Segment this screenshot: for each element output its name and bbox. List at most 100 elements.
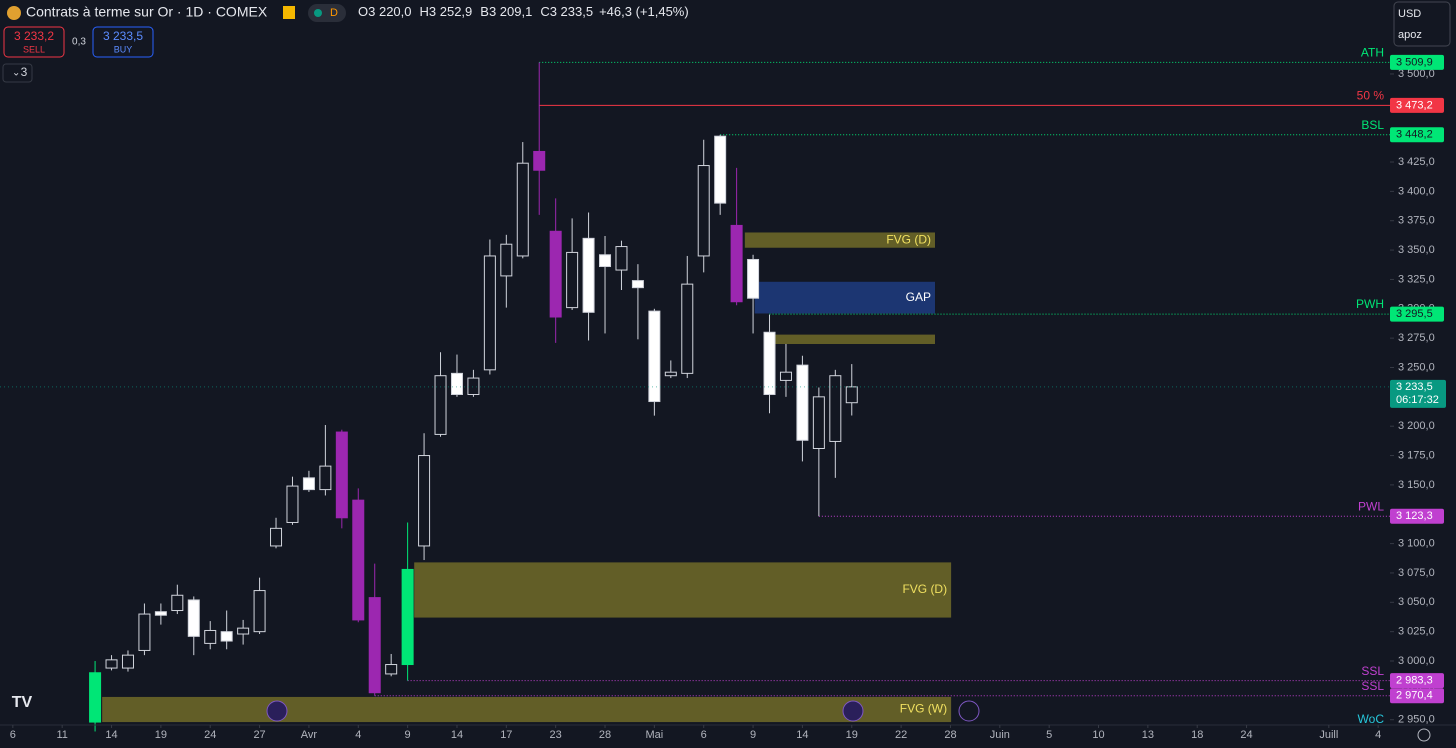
candle-body bbox=[845, 386, 858, 404]
candle-body bbox=[615, 246, 628, 271]
x-tick-label: 9 bbox=[405, 729, 411, 741]
sell-label[interactable]: SELL bbox=[23, 44, 45, 54]
x-tick-label: 14 bbox=[105, 729, 117, 741]
y-tick-label: 3 075,0 bbox=[1398, 567, 1435, 579]
x-tick-label: Mai bbox=[646, 729, 664, 741]
candle-body bbox=[319, 465, 332, 491]
candle-body bbox=[220, 631, 233, 642]
zone bbox=[102, 696, 952, 723]
candle-body bbox=[401, 568, 414, 666]
candle-body bbox=[566, 251, 579, 309]
candle-body bbox=[450, 372, 463, 395]
spread: 0,3 bbox=[72, 37, 86, 48]
plot-area: FVG (D) GAP FVG (D) FVG (W) ATH 50 % BSL PWH PWL… bbox=[0, 46, 1390, 732]
chevron[interactable]: ⌄ bbox=[12, 68, 20, 79]
candle-body bbox=[418, 455, 431, 547]
y-tick-label: 3 100,0 bbox=[1398, 538, 1435, 550]
candle-body bbox=[434, 375, 447, 435]
x-tick-label: 4 bbox=[1375, 729, 1381, 741]
candle-body bbox=[664, 371, 677, 377]
candle-body bbox=[385, 664, 398, 675]
level-tag-label: 2 983,3 bbox=[1396, 675, 1433, 687]
x-tick-label: 11 bbox=[56, 729, 67, 741]
x-tick-label: 14 bbox=[796, 729, 808, 741]
y-tick-label: 3 375,0 bbox=[1398, 215, 1435, 227]
candle-body bbox=[187, 599, 200, 637]
countdown: 06:17:32 bbox=[1396, 394, 1439, 406]
symbol-icon bbox=[7, 6, 21, 20]
account[interactable]: apoz bbox=[1398, 29, 1422, 41]
candle-body bbox=[648, 310, 661, 403]
level-tag-label: 3 473,2 bbox=[1396, 99, 1433, 111]
ohlc-value: 3 233,5 bbox=[550, 4, 593, 19]
level-name: ATH bbox=[1361, 46, 1384, 60]
event-icon[interactable] bbox=[958, 700, 980, 722]
level-tag bbox=[1390, 97, 1444, 113]
x-tick-label: 27 bbox=[253, 729, 265, 741]
buy-label[interactable]: BUY bbox=[114, 44, 133, 54]
event-icon[interactable] bbox=[266, 700, 288, 722]
badge-pill bbox=[308, 4, 346, 22]
status-dot bbox=[314, 9, 322, 17]
candle-body bbox=[171, 594, 184, 612]
candle-body bbox=[237, 627, 250, 635]
ohlc-value: 3 220,0 bbox=[368, 4, 411, 19]
zone-label: GAP bbox=[906, 290, 931, 304]
x-tick-label: 19 bbox=[155, 729, 167, 741]
x-tick-label: 28 bbox=[944, 729, 956, 741]
x-tick-label: 5 bbox=[1046, 729, 1052, 741]
settings-icon[interactable] bbox=[1417, 728, 1431, 742]
level-tag bbox=[1390, 127, 1444, 143]
candle-body bbox=[582, 237, 595, 313]
level-tag-label: 3 295,5 bbox=[1396, 308, 1433, 320]
sell-price[interactable]: 3 233,2 bbox=[14, 29, 54, 43]
annotation: WoC bbox=[1358, 712, 1385, 726]
currency[interactable]: USD bbox=[1398, 8, 1421, 20]
sell-button[interactable] bbox=[3, 26, 65, 58]
x-tick-label: 19 bbox=[846, 729, 858, 741]
zone bbox=[744, 232, 936, 248]
y-tick-label: 3 425,0 bbox=[1398, 156, 1435, 168]
zone-label: FVG (D) bbox=[902, 582, 947, 596]
indicator-count[interactable]: 3 bbox=[21, 65, 28, 79]
level-tag-label: 3 509,9 bbox=[1396, 56, 1433, 68]
candle-body bbox=[730, 224, 743, 303]
x-tick-label: 23 bbox=[550, 729, 562, 741]
candle-body bbox=[138, 613, 151, 651]
x-tick-label: 18 bbox=[1191, 729, 1203, 741]
candle-body bbox=[747, 258, 760, 299]
candle-body bbox=[796, 364, 809, 441]
buy-price[interactable]: 3 233,5 bbox=[103, 29, 143, 43]
currency-box[interactable] bbox=[1393, 1, 1451, 47]
x-tick-label: 24 bbox=[204, 729, 216, 741]
level-tag bbox=[1390, 673, 1444, 689]
chart-title: Contrats à terme sur Or · 1D · COMEX bbox=[26, 4, 268, 20]
y-tick-label: 3 500,0 bbox=[1398, 68, 1435, 80]
event-icon[interactable] bbox=[842, 700, 864, 722]
candle-body bbox=[89, 672, 102, 723]
y-tick-label: 2 950,0 bbox=[1398, 714, 1435, 726]
level-tag bbox=[1390, 54, 1444, 70]
x-tick-label: 22 bbox=[895, 729, 907, 741]
ohlc-key: O bbox=[358, 4, 368, 19]
indicator-toggle[interactable] bbox=[2, 63, 33, 83]
level-name: PWH bbox=[1356, 297, 1384, 311]
candle-body bbox=[533, 150, 546, 171]
candle-body bbox=[154, 611, 167, 616]
x-tick-label: 28 bbox=[599, 729, 611, 741]
level-name: 50 % bbox=[1357, 89, 1385, 103]
ohlc-key: C bbox=[540, 4, 549, 19]
flag-icon bbox=[283, 6, 295, 19]
candle-body bbox=[779, 371, 792, 381]
level-tag bbox=[1390, 688, 1444, 704]
candle-body bbox=[335, 431, 348, 519]
candle-body bbox=[483, 255, 496, 371]
buy-button[interactable] bbox=[92, 26, 154, 58]
y-tick-label: 3 000,0 bbox=[1398, 655, 1435, 667]
candle-body bbox=[714, 135, 727, 204]
candle-body bbox=[763, 331, 776, 395]
x-tick-label: Avr bbox=[301, 729, 318, 741]
ohlc-key: H bbox=[420, 4, 429, 19]
